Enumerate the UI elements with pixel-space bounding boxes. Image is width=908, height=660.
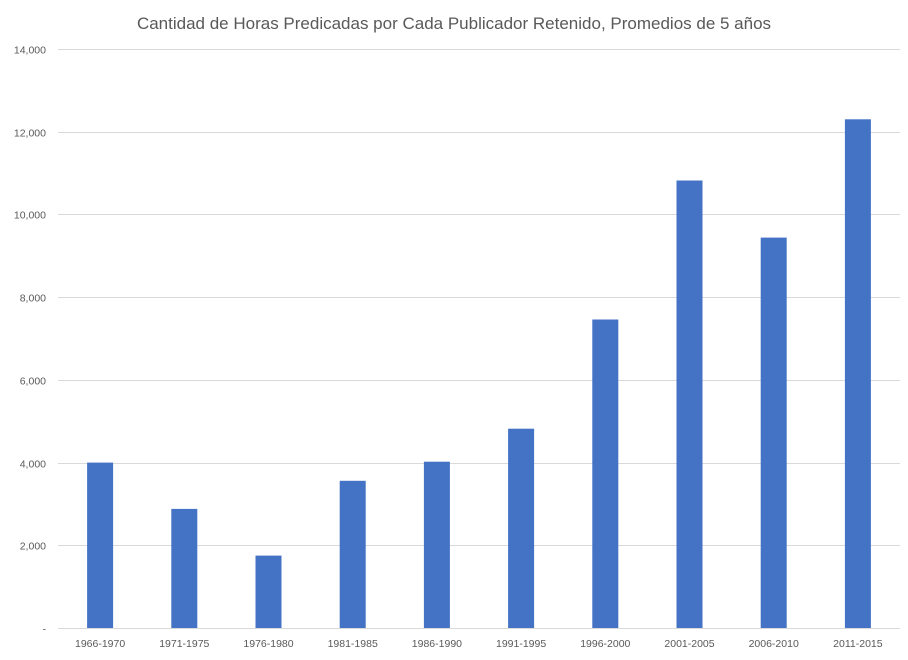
- y-tick-label: 2,000: [20, 541, 46, 553]
- bar-2011-2015: [844, 119, 871, 629]
- y-tick-label: 10,000: [14, 210, 46, 222]
- y-tick-label: -: [43, 624, 47, 636]
- x-tick-label: 1991-1995: [496, 638, 546, 650]
- bar-1981-1985: [339, 480, 366, 628]
- bar-1966-1970: [87, 462, 114, 628]
- bar-1986-1990: [423, 461, 450, 628]
- x-tick-label: 2001-2005: [664, 638, 714, 650]
- y-axis-ticks: - 2,000 4,000 6,000 8,000 10,000 12,000 14,000: [14, 45, 47, 636]
- bar-1996-2000: [592, 319, 619, 628]
- x-tick-label: 1976-1980: [243, 638, 293, 650]
- y-tick-label: 4,000: [20, 459, 46, 471]
- y-tick-label: 8,000: [20, 293, 46, 305]
- chart-title: Cantidad de Horas Predicadas por Cada Pu…: [137, 14, 771, 33]
- x-tick-label: 2006-2010: [749, 638, 799, 650]
- bar-1991-1995: [508, 428, 535, 628]
- bar-1971-1975: [171, 508, 198, 628]
- x-tick-label: 1981-1985: [328, 638, 378, 650]
- x-tick-label: 1986-1990: [412, 638, 462, 650]
- gridlines: [58, 49, 900, 629]
- x-axis-ticks: 1966-1970 1971-1975 1976-1980 1981-1985 1986…: [75, 638, 883, 650]
- x-tick-label: 1971-1975: [159, 638, 209, 650]
- bars: [87, 119, 871, 629]
- y-tick-label: 12,000: [14, 128, 46, 140]
- y-tick-label: 6,000: [20, 376, 46, 388]
- y-tick-label: 14,000: [14, 45, 46, 57]
- bar-2006-2010: [760, 237, 787, 628]
- x-tick-label: 1996-2000: [580, 638, 630, 650]
- x-tick-label: 2011-2015: [833, 638, 883, 650]
- bar-1976-1980: [255, 555, 282, 628]
- x-tick-label: 1966-1970: [75, 638, 125, 650]
- bar-2001-2005: [676, 180, 703, 628]
